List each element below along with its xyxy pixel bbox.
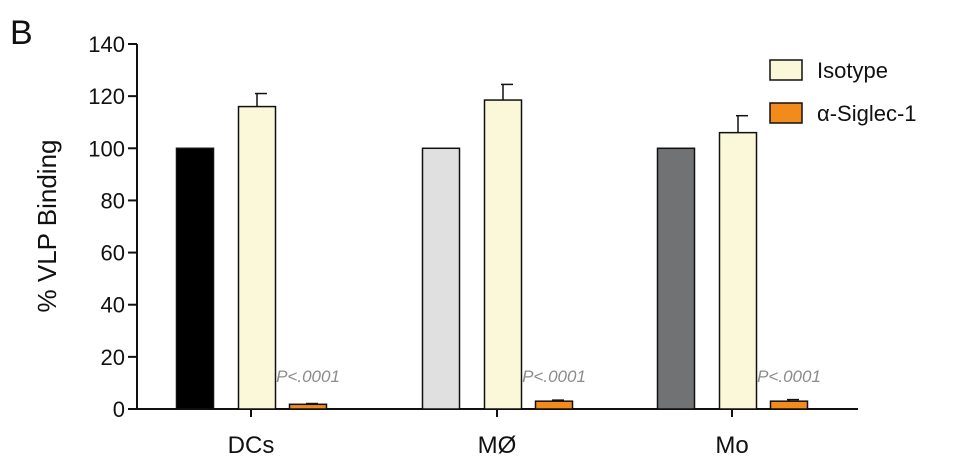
y-tick-label: 140 [88, 32, 125, 57]
annotations-layer: P<.0001 P<.0001 P<.0001 [276, 367, 821, 386]
y-tick-label: 20 [101, 345, 125, 370]
y-tick-label: 80 [101, 188, 125, 213]
x-axis: DCs MØ Mo [137, 408, 858, 459]
bar [718, 131, 758, 410]
y-tick-label: 0 [113, 397, 125, 422]
bar [656, 147, 696, 410]
y-tick-label: 40 [101, 293, 125, 318]
y-tick-label: 120 [88, 84, 125, 109]
bar [534, 400, 574, 410]
y-axis: 0 20 40 60 80 100 120 140 [88, 32, 138, 422]
legend-swatch [769, 59, 803, 81]
y-axis-title: % VLP Binding [32, 140, 62, 313]
bar [421, 147, 461, 410]
bar [288, 403, 328, 410]
bars-layer [175, 83, 809, 410]
p-value-annotation: P<.0001 [522, 367, 586, 386]
x-category-label: DCs [228, 432, 275, 459]
y-tick-label: 100 [88, 136, 125, 161]
x-category-label: MØ [478, 432, 517, 459]
bar [483, 99, 523, 410]
bar [769, 400, 809, 410]
legend-label: α-Siglec-1 [817, 101, 917, 126]
y-tick-label: 60 [101, 241, 125, 266]
p-value-annotation: P<.0001 [276, 367, 340, 386]
legend-label: Isotype [817, 58, 888, 83]
x-category-label: Mo [715, 432, 748, 459]
bar [237, 105, 277, 410]
p-value-annotation: P<.0001 [757, 367, 821, 386]
legend-swatch [769, 102, 803, 124]
panel-label: B [10, 14, 33, 52]
legend: Isotype α-Siglec-1 [769, 58, 917, 126]
bar [175, 147, 215, 410]
